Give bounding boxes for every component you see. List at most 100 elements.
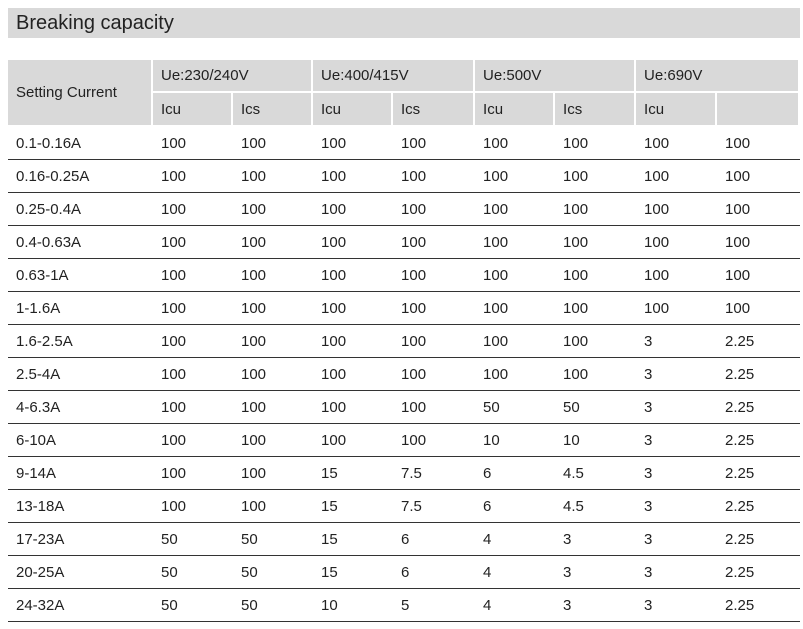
cell: 50 (233, 523, 314, 556)
cell: 15 (313, 457, 394, 490)
cell: 100 (233, 226, 314, 259)
group-header: Ue:500V (475, 60, 637, 93)
cell: 6 (475, 490, 556, 523)
cell: 100 (555, 292, 637, 325)
cell: 100 (636, 259, 718, 292)
cell: 6 (393, 556, 476, 589)
cell: 2.25 (717, 391, 801, 424)
cell: 15 (313, 556, 394, 589)
cell: 100 (313, 259, 394, 292)
cell: 2.25 (717, 424, 801, 457)
cell: 50 (555, 391, 637, 424)
data-row: 24-32A 50 50 10 5 4 3 3 2.25 (8, 589, 801, 622)
cell: 7.5 (393, 490, 476, 523)
cell: 100 (233, 325, 314, 358)
cell: 100 (313, 226, 394, 259)
corner-header: Setting Current (8, 60, 153, 127)
cell: 4 (475, 589, 556, 622)
cell: 50 (153, 556, 233, 589)
cell: 7.5 (393, 457, 476, 490)
cell: 100 (475, 127, 556, 160)
cell: 100 (717, 160, 801, 193)
cell: 100 (153, 160, 233, 193)
cell: 50 (153, 523, 233, 556)
cell: 5 (393, 589, 476, 622)
cell: 3 (636, 358, 718, 391)
row-label: 1-1.6A (8, 292, 153, 325)
cell: 100 (555, 259, 637, 292)
cell: 100 (313, 160, 394, 193)
subheader: Ics (555, 93, 637, 127)
cell: 3 (636, 325, 718, 358)
row-label: 6-10A (8, 424, 153, 457)
cell: 100 (233, 259, 314, 292)
cell: 50 (233, 589, 314, 622)
cell: 3 (636, 523, 718, 556)
cell: 100 (153, 325, 233, 358)
cell: 100 (153, 424, 233, 457)
cell: 100 (555, 127, 637, 160)
cell: 2.25 (717, 490, 801, 523)
cell: 100 (313, 391, 394, 424)
cell: 100 (153, 226, 233, 259)
cell: 100 (153, 490, 233, 523)
cell: 50 (233, 556, 314, 589)
cell: 100 (233, 358, 314, 391)
group-header: Ue:400/415V (313, 60, 476, 93)
cell: 100 (233, 424, 314, 457)
cell: 100 (475, 292, 556, 325)
cell: 100 (636, 127, 718, 160)
row-label: 9-14A (8, 457, 153, 490)
cell: 100 (636, 226, 718, 259)
cell: 100 (717, 226, 801, 259)
cell: 100 (475, 358, 556, 391)
row-label: 1.6-2.5A (8, 325, 153, 358)
cell: 100 (393, 193, 476, 226)
cell: 100 (313, 325, 394, 358)
cell: 100 (717, 127, 801, 160)
subheader: Icu (636, 93, 718, 127)
cell: 50 (475, 391, 556, 424)
cell: 100 (393, 127, 476, 160)
data-row: 17-23A 50 50 15 6 4 3 3 2.25 (8, 523, 801, 556)
cell: 3 (636, 424, 718, 457)
cell: 2.25 (717, 523, 801, 556)
cell: 100 (393, 292, 476, 325)
cell: 10 (313, 589, 394, 622)
data-row: 0.25-0.4A 100 100 100 100 100 100 100 100 (8, 193, 801, 226)
cell: 100 (233, 391, 314, 424)
cell: 100 (313, 358, 394, 391)
cell: 100 (475, 259, 556, 292)
cell: 2.25 (717, 556, 801, 589)
cell: 100 (717, 193, 801, 226)
data-row: 0.16-0.25A 100 100 100 100 100 100 100 100 (8, 160, 801, 193)
cell: 100 (717, 292, 801, 325)
cell: 100 (475, 226, 556, 259)
group-header: Ue:690V (636, 60, 801, 93)
cell: 100 (475, 325, 556, 358)
cell: 100 (555, 325, 637, 358)
data-row: 1.6-2.5A 100 100 100 100 100 100 3 2.25 (8, 325, 801, 358)
cell: 100 (233, 160, 314, 193)
cell: 4.5 (555, 457, 637, 490)
cell: 3 (636, 589, 718, 622)
row-label: 2.5-4A (8, 358, 153, 391)
subheader: Icu (475, 93, 556, 127)
row-label: 0.1-0.16A (8, 127, 153, 160)
row-label: 0.16-0.25A (8, 160, 153, 193)
subheader: Ics (233, 93, 314, 127)
cell: 100 (233, 193, 314, 226)
data-row: 1-1.6A 100 100 100 100 100 100 100 100 (8, 292, 801, 325)
cell: 100 (717, 259, 801, 292)
cell: 3 (636, 556, 718, 589)
data-row: 0.63-1A 100 100 100 100 100 100 100 100 (8, 259, 801, 292)
cell: 10 (475, 424, 556, 457)
cell: 6 (393, 523, 476, 556)
cell: 100 (636, 292, 718, 325)
row-label: 0.25-0.4A (8, 193, 153, 226)
row-label: 13-18A (8, 490, 153, 523)
cell: 2.25 (717, 358, 801, 391)
data-row: 20-25A 50 50 15 6 4 3 3 2.25 (8, 556, 801, 589)
subheader-row: Icu Ics Icu Ics Icu Ics Icu (8, 93, 801, 127)
cell: 100 (636, 160, 718, 193)
